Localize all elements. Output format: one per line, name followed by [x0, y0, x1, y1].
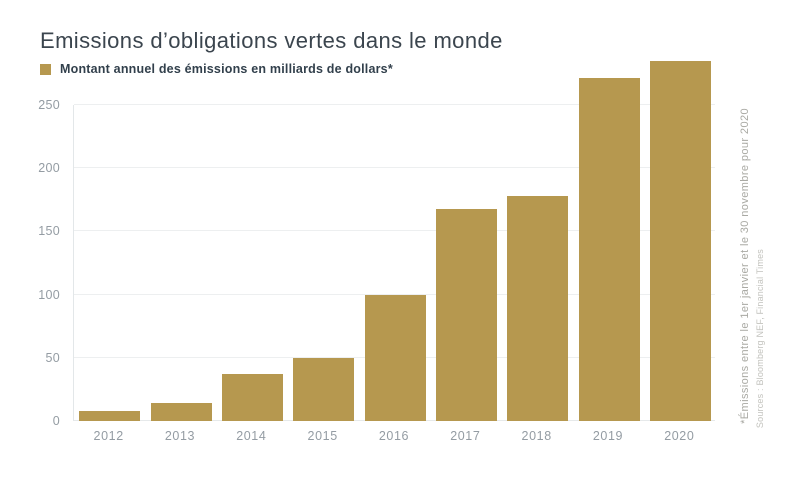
bar-2017	[435, 208, 497, 421]
x-axis-label-2016: 2016	[378, 429, 410, 443]
x-axis: 2012 2013 2014 2015 2016 2017 2018 2019 2020	[73, 429, 715, 447]
x-axis-label-2017: 2017	[450, 429, 481, 443]
bar-2020	[649, 60, 711, 421]
y-axis-tick-250: 250	[38, 98, 60, 112]
bar-2013	[150, 403, 212, 421]
bar-2012	[79, 410, 141, 421]
legend-label: Montant annuel des émissions en milliard…	[60, 62, 393, 76]
x-axis-label-2014: 2014	[236, 429, 267, 443]
bar-2014	[221, 374, 283, 421]
legend: Montant annuel des émissions en milliard…	[40, 62, 393, 76]
x-axis-label-2015: 2015	[307, 429, 338, 443]
bar-chart-plot-area: 0 50 100 150 200 250	[38, 60, 715, 428]
x-axis-label-2019: 2019	[592, 429, 624, 443]
footnote-asterisk-note: *Émissions entre le 1er janvier et le 30…	[739, 108, 751, 424]
y-axis-tick-100: 100	[38, 287, 60, 302]
x-axis-label-2020: 2020	[664, 429, 695, 443]
bar-2016	[364, 294, 426, 421]
gridline-250	[74, 104, 715, 105]
x-axis-label-2018: 2018	[521, 429, 552, 443]
sources-note: Sources : Bloomberg NEF, Financial Times	[755, 248, 765, 428]
y-axis-tick-200: 200	[38, 161, 60, 176]
x-axis-label-2012: 2012	[93, 429, 124, 443]
y-axis-tick-150: 150	[38, 224, 60, 239]
y-axis-tick-50: 50	[45, 350, 60, 365]
y-axis-tick-0: 0	[52, 414, 60, 428]
gridline-150	[74, 230, 715, 232]
gridline-200	[74, 167, 715, 169]
x-axis-label-2013: 2013	[164, 429, 196, 443]
bar-2018	[507, 196, 569, 421]
bar-2015	[293, 357, 355, 421]
bar-2019	[578, 78, 640, 421]
legend-swatch-icon	[40, 63, 51, 75]
chart-title: Emissions d’obligations vertes dans le m…	[40, 28, 503, 53]
gridline-100	[74, 293, 715, 295]
